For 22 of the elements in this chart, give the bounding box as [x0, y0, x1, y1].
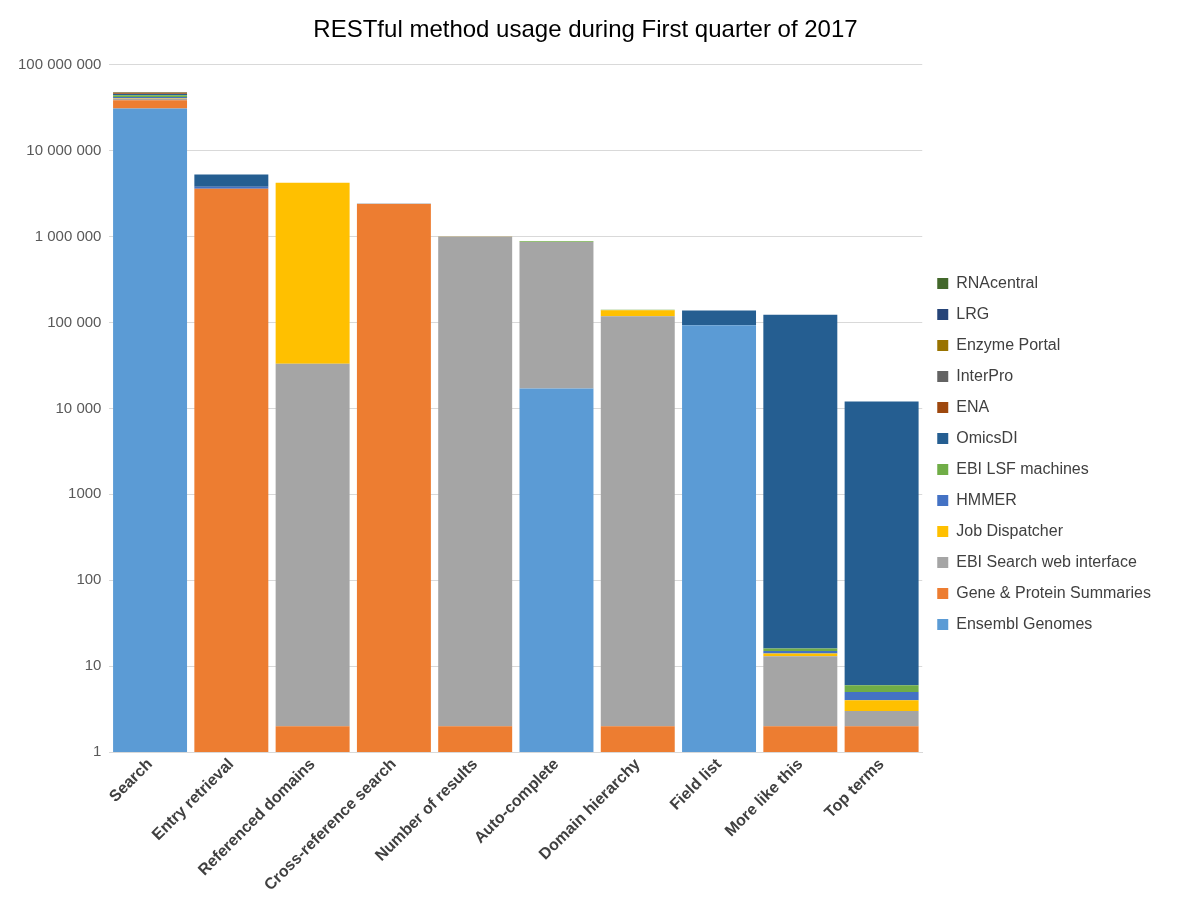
legend-label: EBI LSF machines: [956, 459, 1089, 477]
legend-label: LRG: [956, 304, 990, 322]
y-tick-label: 10 000 000: [26, 140, 102, 158]
y-tick-label: 100 000: [47, 312, 102, 330]
legend-label: InterPro: [956, 366, 1014, 384]
legend-label: Ensembl Genomes: [956, 614, 1093, 632]
y-tick-label: 1: [93, 742, 102, 760]
legend-label: Job Dispatcher: [956, 521, 1064, 539]
y-tick-label: 10: [84, 656, 102, 674]
y-tick-label: 10 000: [55, 398, 102, 416]
y-tick-label: 1000: [68, 484, 102, 502]
y-tick-label: 100 000 000: [17, 54, 102, 72]
chart-title: RESTful method usage during First quarter of 2017: [313, 15, 858, 43]
legend-label: HMMER: [956, 490, 1017, 508]
legend-label: EBI Search web interface: [956, 552, 1137, 570]
y-tick-label: 1 000 000: [34, 226, 102, 244]
legend-label: ENA: [956, 397, 990, 415]
y-tick-label: 100: [76, 570, 102, 588]
legend-label: Gene & Protein Summaries: [956, 583, 1151, 601]
legend-label: RNAcentral: [956, 273, 1039, 291]
legend-label: OmicsDI: [956, 428, 1018, 446]
legend-label: Enzyme Portal: [956, 335, 1061, 353]
